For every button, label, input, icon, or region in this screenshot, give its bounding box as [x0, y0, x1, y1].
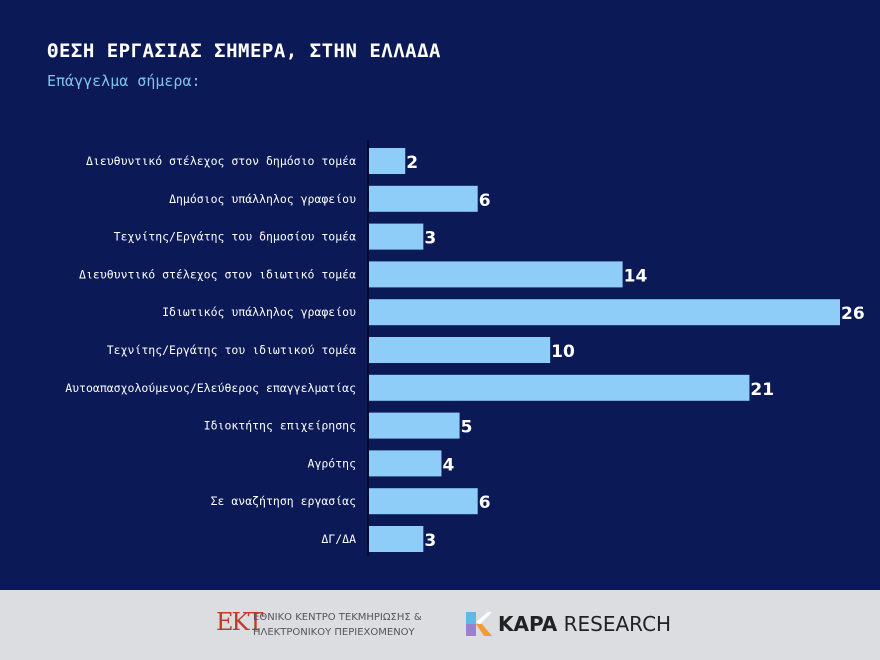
- category-label: Διευθυντικό στέλεχος στον ιδιωτικό τομέα: [79, 267, 356, 281]
- kapa-k-icon: [466, 612, 492, 636]
- bar: [369, 223, 424, 250]
- category-label: Τεχνίτης/Εργάτης του δημοσίου τομέα: [114, 230, 356, 244]
- kapa-research-logo: KAPA RESEARCH: [466, 610, 671, 638]
- kapa-name: KAPA RESEARCH: [498, 612, 671, 636]
- kapa-rest: RESEARCH: [557, 612, 672, 636]
- bar: [369, 450, 442, 477]
- category-label: Αυτοαπασχολούμενος/Ελεύθερος επαγγελματί…: [65, 381, 356, 395]
- ekt-line-1: ΕΘΝΙΚΟ ΚΕΝΤΡΟ ΤΕΚΜΗΡΙΩΣΗΣ &: [253, 612, 422, 623]
- data-label: 6: [479, 493, 491, 513]
- data-label: 2: [406, 153, 418, 173]
- data-label: 3: [424, 531, 436, 551]
- data-label: 10: [551, 342, 575, 362]
- data-label: 6: [479, 191, 491, 211]
- category-label: Τεχνίτης/Εργάτης του ιδιωτικού τομέα: [107, 343, 356, 357]
- bar: [369, 374, 750, 401]
- category-label: Αγρότης: [308, 456, 356, 470]
- kapa-bold: KAPA: [498, 612, 558, 636]
- ekt-logo: ΕΚΤ: [216, 608, 263, 636]
- bar: [369, 261, 623, 288]
- bar: [369, 148, 406, 174]
- category-label: ΔΓ/ΔΑ: [321, 532, 356, 546]
- data-label: 5: [461, 418, 473, 438]
- data-label: 14: [624, 266, 648, 286]
- bar: [369, 412, 460, 439]
- data-label: 26: [841, 304, 865, 324]
- bar: [369, 488, 478, 515]
- chart-title: ΘΕΣΗ ΕΡΓΑΣΙΑΣ ΣΗΜΕΡΑ, ΣΤΗΝ ΕΛΛΑΔΑ: [47, 40, 441, 62]
- bar: [369, 337, 551, 363]
- data-label: 21: [750, 380, 774, 400]
- bar: [369, 299, 840, 326]
- chart-subtitle: Επάγγελμα σήμερα:: [47, 72, 201, 90]
- data-label: 3: [424, 229, 436, 249]
- ekt-name: ΕΘΝΙΚΟ ΚΕΝΤΡΟ ΤΕΚΜΗΡΙΩΣΗΣ & ΗΛΕΚΤΡΟΝΙΚΟΥ…: [253, 610, 422, 640]
- ekt-line-2: ΗΛΕΚΤΡΟΝΙΚΟΥ ΠΕΡΙΕΧΟΜΕΝΟΥ: [253, 627, 415, 638]
- category-label: Δημόσιος υπάλληλος γραφείου: [169, 192, 356, 206]
- footer: ΕΚΤ ΕΘΝΙΚΟ ΚΕΝΤΡΟ ΤΕΚΜΗΡΙΩΣΗΣ & ΗΛΕΚΤΡΟΝ…: [0, 590, 880, 660]
- chart-panel: ΘΕΣΗ ΕΡΓΑΣΙΑΣ ΣΗΜΕΡΑ, ΣΤΗΝ ΕΛΛΑΔΑ Επάγγε…: [0, 0, 880, 590]
- category-label: Σε αναζήτηση εργασίας: [211, 494, 356, 508]
- category-label: Διευθυντικό στέλεχος στον δημόσιο τομέα: [86, 154, 356, 168]
- bar: [369, 526, 424, 552]
- category-label: Ιδιοκτήτης επιχείρησης: [204, 419, 356, 433]
- bar: [369, 185, 478, 212]
- data-label: 4: [442, 455, 454, 475]
- category-label: Ιδιωτικός υπάλληλος γραφείου: [162, 305, 356, 319]
- bar-chart: Διευθυντικό στέλεχος στον δημόσιο τομέα 2…: [65, 140, 865, 556]
